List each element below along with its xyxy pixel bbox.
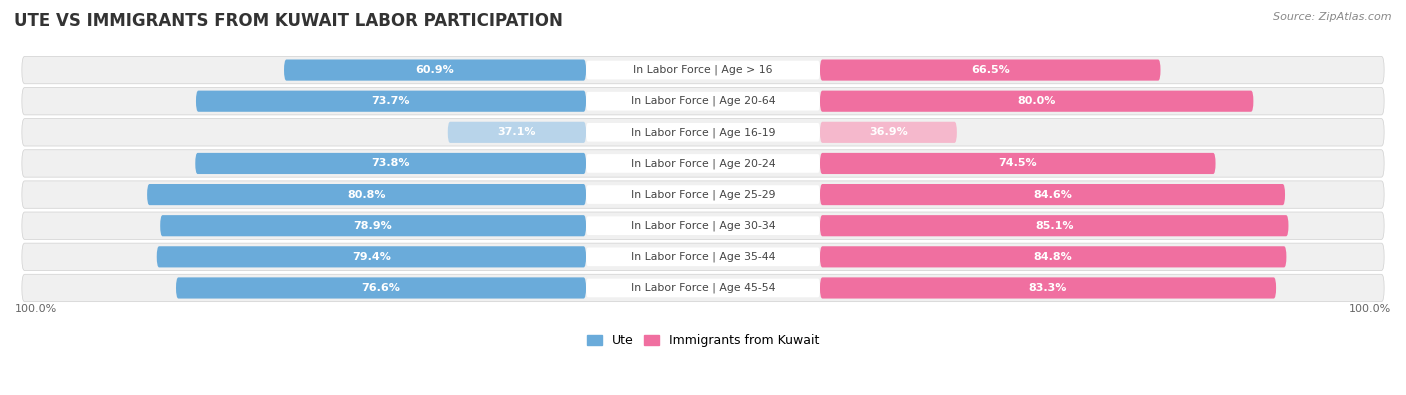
FancyBboxPatch shape	[22, 181, 1384, 208]
FancyBboxPatch shape	[586, 123, 820, 142]
FancyBboxPatch shape	[820, 184, 1285, 205]
FancyBboxPatch shape	[148, 184, 586, 205]
Text: In Labor Force | Age 35-44: In Labor Force | Age 35-44	[631, 252, 775, 262]
Text: In Labor Force | Age 30-34: In Labor Force | Age 30-34	[631, 220, 775, 231]
Text: UTE VS IMMIGRANTS FROM KUWAIT LABOR PARTICIPATION: UTE VS IMMIGRANTS FROM KUWAIT LABOR PART…	[14, 12, 562, 30]
Text: 100.0%: 100.0%	[15, 303, 58, 314]
FancyBboxPatch shape	[22, 150, 1384, 177]
Text: 36.9%: 36.9%	[869, 127, 908, 137]
FancyBboxPatch shape	[820, 246, 1286, 267]
FancyBboxPatch shape	[176, 277, 586, 299]
Text: 60.9%: 60.9%	[416, 65, 454, 75]
Text: 66.5%: 66.5%	[972, 65, 1010, 75]
FancyBboxPatch shape	[22, 243, 1384, 271]
FancyBboxPatch shape	[22, 56, 1384, 84]
Text: 85.1%: 85.1%	[1035, 221, 1073, 231]
Text: In Labor Force | Age > 16: In Labor Force | Age > 16	[633, 65, 773, 75]
Text: 78.9%: 78.9%	[354, 221, 392, 231]
FancyBboxPatch shape	[586, 216, 820, 235]
Text: 83.3%: 83.3%	[1029, 283, 1067, 293]
Text: 80.0%: 80.0%	[1018, 96, 1056, 106]
Text: In Labor Force | Age 20-24: In Labor Force | Age 20-24	[631, 158, 775, 169]
FancyBboxPatch shape	[160, 215, 586, 236]
Text: In Labor Force | Age 16-19: In Labor Force | Age 16-19	[631, 127, 775, 137]
FancyBboxPatch shape	[586, 278, 820, 297]
FancyBboxPatch shape	[586, 92, 820, 111]
FancyBboxPatch shape	[22, 212, 1384, 239]
Text: 100.0%: 100.0%	[1348, 303, 1391, 314]
Text: 80.8%: 80.8%	[347, 190, 385, 199]
FancyBboxPatch shape	[156, 246, 586, 267]
FancyBboxPatch shape	[22, 118, 1384, 146]
Text: 74.5%: 74.5%	[998, 158, 1038, 168]
Text: 76.6%: 76.6%	[361, 283, 401, 293]
Text: In Labor Force | Age 20-64: In Labor Force | Age 20-64	[631, 96, 775, 106]
Text: In Labor Force | Age 25-29: In Labor Force | Age 25-29	[631, 189, 775, 200]
FancyBboxPatch shape	[820, 277, 1277, 299]
FancyBboxPatch shape	[586, 248, 820, 266]
FancyBboxPatch shape	[820, 60, 1160, 81]
FancyBboxPatch shape	[820, 122, 957, 143]
Text: 79.4%: 79.4%	[352, 252, 391, 262]
FancyBboxPatch shape	[284, 60, 586, 81]
Text: Source: ZipAtlas.com: Source: ZipAtlas.com	[1274, 12, 1392, 22]
FancyBboxPatch shape	[586, 185, 820, 204]
Text: 73.8%: 73.8%	[371, 158, 411, 168]
FancyBboxPatch shape	[195, 153, 586, 174]
FancyBboxPatch shape	[586, 154, 820, 173]
Legend: Ute, Immigrants from Kuwait: Ute, Immigrants from Kuwait	[582, 329, 824, 352]
FancyBboxPatch shape	[447, 122, 586, 143]
Text: 84.8%: 84.8%	[1033, 252, 1073, 262]
Text: 73.7%: 73.7%	[371, 96, 411, 106]
FancyBboxPatch shape	[820, 215, 1288, 236]
Text: 37.1%: 37.1%	[498, 127, 536, 137]
FancyBboxPatch shape	[820, 153, 1216, 174]
Text: 84.6%: 84.6%	[1033, 190, 1071, 199]
FancyBboxPatch shape	[22, 88, 1384, 115]
FancyBboxPatch shape	[586, 61, 820, 79]
FancyBboxPatch shape	[820, 90, 1253, 112]
FancyBboxPatch shape	[22, 274, 1384, 302]
Text: In Labor Force | Age 45-54: In Labor Force | Age 45-54	[631, 283, 775, 293]
FancyBboxPatch shape	[195, 90, 586, 112]
